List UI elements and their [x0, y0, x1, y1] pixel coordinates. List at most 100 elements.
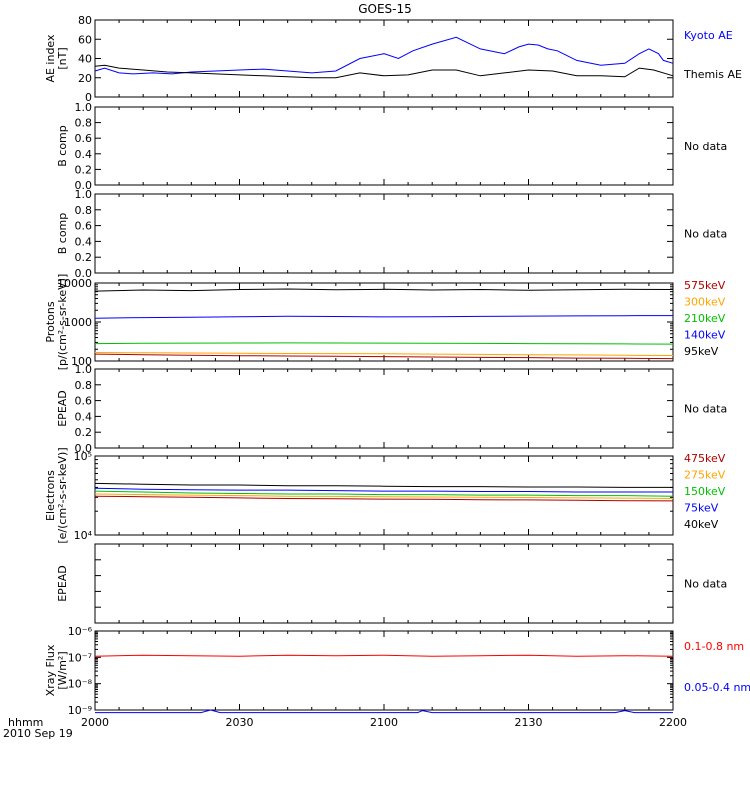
y-tick-label: 1000 — [64, 316, 92, 329]
legend-entry: Themis AE — [683, 68, 742, 81]
series-line-140kev — [94, 315, 674, 319]
plot-frame — [94, 368, 674, 449]
y-tick-label: 1.0 — [75, 188, 93, 201]
x-date-label: 2010 Sep 19 — [3, 727, 73, 740]
legend-entry: 210keV — [684, 312, 726, 325]
series-line-475kev — [94, 495, 674, 502]
y-tick-label: 10⁴ — [74, 529, 93, 542]
y-tick-label: 0.6 — [75, 220, 93, 233]
y-axis-label: Electrons — [44, 470, 57, 521]
y-axis-label: EPEAD — [56, 390, 69, 427]
plot-frame — [94, 630, 674, 711]
legend-entry: 475keV — [684, 452, 726, 465]
legend-entry: 0.1-0.8 nm — [684, 640, 744, 653]
legend-entry: 75keV — [684, 502, 719, 515]
panel-ae: 0 20 40 60 80 AE index [nT] Kyoto AE Themis AE — [44, 14, 742, 104]
legend-entry: No data — [684, 140, 727, 153]
series-line-575kev — [94, 353, 674, 360]
y-tick-label: 1.0 — [75, 363, 93, 376]
legend-entry: 150keV — [684, 485, 726, 498]
y-tick-label: 10000 — [57, 277, 92, 290]
y-axis-label: [p/(cm²-s-sr-keV)] — [56, 274, 69, 371]
plot-frame — [94, 543, 674, 624]
series-line-40kev — [94, 482, 673, 488]
legend-entry: No data — [684, 578, 727, 591]
y-tick-label: 40 — [78, 53, 92, 66]
legend-entry: 275keV — [684, 469, 726, 482]
series-line-75kev — [94, 487, 673, 493]
y-tick-label: 0.8 — [75, 204, 93, 217]
series-line-210kev — [94, 342, 674, 345]
legend-entry: 140keV — [684, 329, 726, 342]
y-tick-label: 1.0 — [75, 101, 93, 114]
y-axis-label: AE index — [44, 34, 57, 83]
plot-frame — [94, 19, 674, 98]
panel-bcomp1: 0.0 0.2 0.4 0.6 0.8 1.0 B comp No data — [56, 101, 727, 192]
panels: 0 20 40 60 80 AE index [nT] Kyoto AE Themis AE 0.… — [44, 14, 750, 729]
y-tick-label: 0.2 — [75, 426, 93, 439]
legend-entry: 575keV — [684, 279, 726, 292]
plot-frame — [94, 106, 674, 186]
y-tick-label: 80 — [78, 14, 92, 27]
y-tick-label: 10⁻⁸ — [68, 678, 93, 691]
y-tick-label: 10⁵ — [74, 450, 92, 463]
series-line-95kev — [94, 288, 674, 292]
x-tick-label: 2000 — [81, 716, 109, 729]
y-tick-label: 0.8 — [75, 379, 93, 392]
y-tick-label: 0.8 — [75, 117, 93, 130]
y-tick-label: 0.0 — [75, 442, 93, 455]
panel-xray: 10⁻⁹ 10⁻⁸ 10⁻⁷ 10⁻⁶ Xray Flux [W/m²] 0.1-0.8 n… — [44, 625, 750, 717]
x-tick-label: 2200 — [659, 716, 687, 729]
series-line-275kev — [94, 493, 674, 499]
legend-entry: No data — [684, 403, 727, 416]
legend-entry: Kyoto AE — [684, 29, 733, 42]
panel-bcomp2: 0.0 0.2 0.4 0.6 0.8 1.0 B comp No data — [56, 188, 727, 280]
legend-entry: No data — [684, 228, 727, 241]
y-tick-label: 0.4 — [75, 235, 93, 248]
y-tick-label: 0.6 — [75, 132, 93, 145]
y-tick-label: 20 — [78, 72, 92, 85]
y-tick-label: 100 — [71, 355, 92, 368]
x-tick-label: 2130 — [515, 716, 543, 729]
y-axis-label: EPEAD — [56, 565, 69, 602]
x-tick-label: 2100 — [370, 716, 398, 729]
legend-entry: 95keV — [684, 345, 719, 358]
y-axis-label: [nT] — [56, 47, 69, 69]
y-tick-label: 0.2 — [75, 163, 93, 176]
y-axis-label: B comp — [56, 213, 69, 255]
y-tick-label: 0.6 — [75, 395, 93, 408]
y-axis-label: B comp — [56, 125, 69, 167]
y-axis-label: [e/(cm²-s-sr-keV)] — [56, 447, 69, 543]
y-tick-label: 10⁻⁶ — [68, 625, 93, 638]
series-line-300kev — [94, 352, 674, 356]
plot-frame — [94, 193, 674, 274]
series-line-150kev — [94, 490, 674, 497]
x-unit-label: hhmm — [8, 716, 43, 729]
y-tick-label: 0.4 — [75, 148, 93, 161]
chart-title: GOES-15 — [358, 2, 412, 16]
y-axis-label: Protons — [44, 301, 57, 342]
y-tick-label: 0.0 — [75, 267, 93, 280]
y-axis-label: [W/m²] — [56, 651, 69, 689]
plot-frame — [94, 282, 674, 362]
panel-epead1: 0.0 0.2 0.4 0.6 0.8 1.0 EPEAD No data — [56, 363, 727, 455]
y-tick-label: 0.2 — [75, 251, 93, 264]
y-tick-label: 10⁻⁷ — [68, 651, 92, 664]
y-axis-label: Xray Flux — [44, 644, 57, 696]
x-tick-label: 2030 — [226, 716, 254, 729]
panel-electrons: 10⁴ 10⁵ Electrons [e/(cm²-s-sr-keV)] 475keV 2… — [44, 447, 726, 543]
y-tick-label: 0 — [85, 91, 92, 104]
series-line-themis-ae — [94, 64, 674, 79]
y-tick-label: 0.4 — [75, 410, 93, 423]
y-tick-label: 0.0 — [75, 179, 93, 192]
panel-epead2: EPEAD No data — [56, 543, 727, 624]
series-line-0-05-0-4-nm — [95, 709, 673, 714]
series-line-kyoto-ae — [94, 36, 674, 75]
legend-entry: 40keV — [684, 518, 719, 531]
series-line-0-1-0-8-nm — [94, 654, 674, 657]
legend-entry: 0.05-0.4 nm — [684, 681, 750, 694]
y-tick-label: 60 — [78, 33, 92, 46]
y-tick-label: 10⁻⁹ — [68, 704, 92, 717]
